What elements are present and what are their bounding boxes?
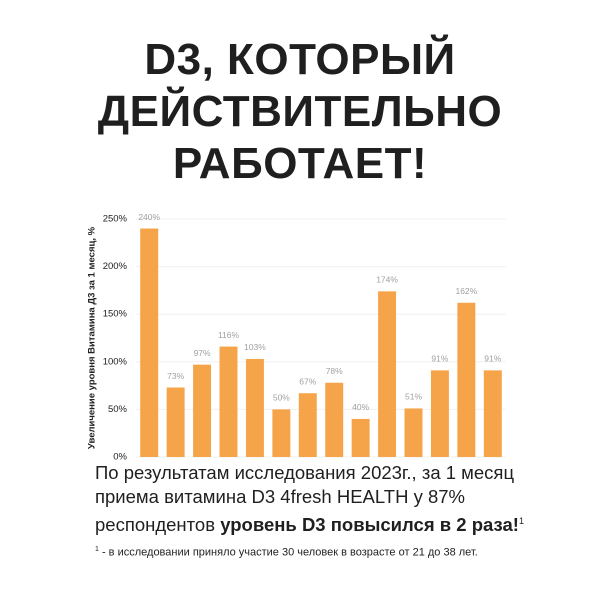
y-tick-label: 200% (103, 261, 128, 272)
bar (483, 370, 502, 457)
value-label: 51% (405, 392, 422, 402)
bar (245, 358, 264, 457)
value-label: 240% (138, 212, 160, 222)
bar (325, 382, 344, 457)
headline-line: ДЕЙСТВИТЕЛЬНО (97, 87, 503, 136)
y-tick-label: 100% (103, 356, 128, 367)
bar (272, 409, 291, 457)
chart: Увеличение уровня Витамина Д3 за 1 месяц… (87, 212, 506, 463)
bar (298, 393, 317, 457)
bar (457, 302, 476, 457)
caption-line: По результатам исследования 2023г., за 1… (95, 462, 515, 483)
footnote: 1 - в исследовании приняло участие 30 че… (95, 546, 478, 559)
note-mark: 1 (518, 516, 524, 526)
headline-line: РАБОТАЕТ! (172, 139, 428, 188)
footnote-mark: 1 (95, 546, 99, 553)
value-label: 97% (194, 348, 211, 358)
value-label: 174% (376, 275, 398, 285)
bar (378, 291, 397, 457)
headline: D3, КОТОРЫЙ ДЕЙСТВИТЕЛЬНО РАБОТАЕТ! (0, 34, 600, 190)
bar (140, 228, 159, 457)
value-label: 103% (244, 342, 266, 352)
bar (404, 408, 423, 457)
y-axis-label: Увеличение уровня Витамина Д3 за 1 месяц… (87, 226, 98, 449)
y-tick-label: 250% (103, 214, 128, 225)
bar (193, 364, 212, 457)
value-label: 73% (167, 371, 184, 381)
value-label: 91% (431, 354, 448, 364)
caption-emphasis: уровень D3 повысился в 2 раза! (220, 514, 519, 536)
caption-line: респондентов уровень D3 повысился в 2 ра… (95, 509, 555, 537)
y-tick-label: 50% (108, 404, 128, 415)
value-label: 40% (352, 402, 369, 412)
value-label: 50% (273, 393, 290, 403)
y-tick-label: 0% (113, 452, 127, 463)
value-label: 67% (299, 376, 316, 386)
value-label: 78% (326, 366, 343, 376)
y-tick-label: 150% (103, 309, 128, 320)
value-label: 116% (218, 330, 240, 340)
bar (430, 370, 449, 457)
caption-text: респондентов (95, 514, 221, 536)
caption: По результатам исследования 2023г., за 1… (95, 461, 555, 537)
footnote-text: - в исследовании приняло участие 30 чело… (98, 546, 478, 559)
bar (166, 387, 185, 457)
bar (219, 346, 238, 457)
headline-line: D3, КОТОРЫЙ (144, 35, 456, 84)
value-label: 91% (484, 354, 501, 364)
caption-line: приема витамина D3 4fresh HEALTH у 87% (95, 486, 466, 507)
value-label: 162% (455, 286, 477, 296)
bar (351, 418, 370, 457)
